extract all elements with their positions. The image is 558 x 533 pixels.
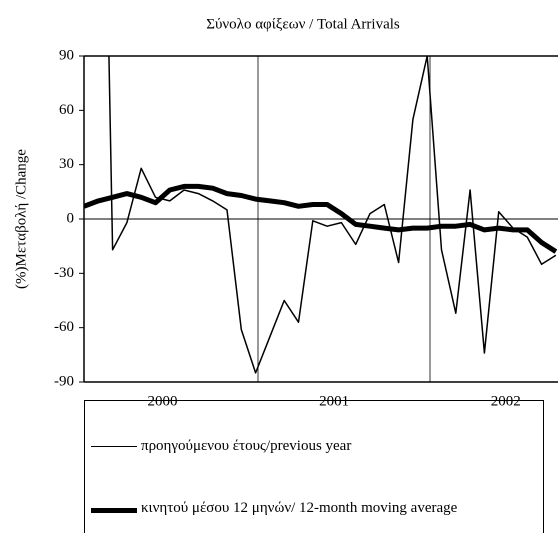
y-tick-label: 30: [59, 156, 74, 172]
y-tick-label: 90: [59, 47, 74, 63]
legend-swatch: [91, 508, 137, 513]
legend-swatch: [91, 446, 137, 447]
y-tick-label: -90: [54, 373, 74, 389]
legend: προηγούμενου έτους/previous year κινητού …: [84, 400, 544, 533]
series-line: [108, 56, 557, 374]
x-tick-label: 2001: [319, 393, 349, 409]
legend-item: κινητού μέσου 12 μηνών/ 12-month moving …: [91, 499, 521, 518]
y-tick-label: 60: [59, 102, 74, 118]
x-tick-label: 2000: [148, 393, 178, 409]
y-tick-label: 0: [67, 210, 75, 226]
y-axis-label: (%)Μεταβολή /Change: [13, 149, 29, 289]
x-tick-label: 2002: [491, 393, 521, 409]
y-tick-label: -60: [54, 319, 74, 335]
series-line: [84, 183, 558, 254]
y-tick-label: -30: [54, 265, 74, 281]
legend-item: προηγούμενου έτους/previous year: [91, 437, 521, 456]
legend-label: προηγούμενου έτους/previous year: [141, 438, 352, 454]
legend-label: κινητού μέσου 12 μηνών/ 12-month moving …: [141, 500, 458, 516]
chart-title: Σύνολο αφίξεων / Total Arrivals: [206, 16, 400, 32]
